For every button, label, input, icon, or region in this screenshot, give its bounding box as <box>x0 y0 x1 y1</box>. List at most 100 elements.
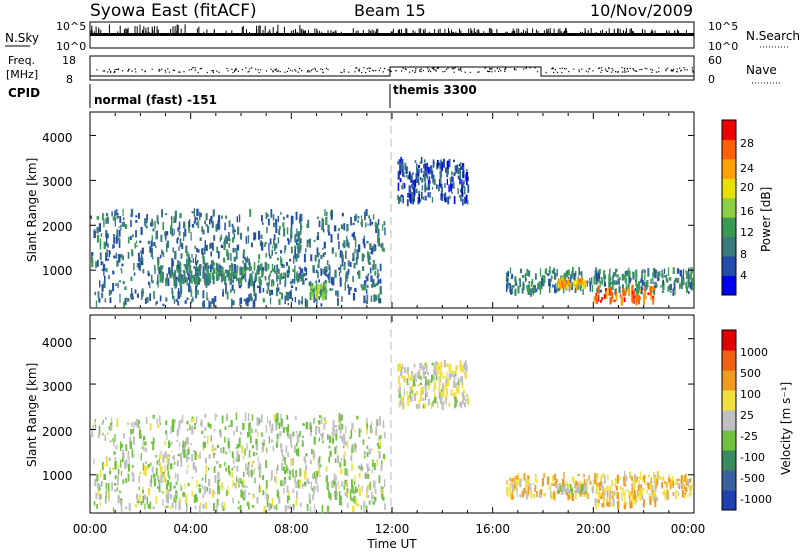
freq-dot <box>270 68 272 70</box>
data-cell <box>565 481 568 486</box>
data-cell <box>462 182 465 188</box>
data-cell <box>171 268 174 275</box>
data-cell <box>426 371 429 376</box>
data-cell <box>295 470 297 477</box>
data-cell <box>131 479 134 482</box>
data-cell <box>325 269 327 276</box>
data-cell <box>371 279 374 285</box>
data-cell <box>306 478 309 484</box>
data-cell <box>550 278 552 282</box>
data-cell <box>157 262 160 271</box>
data-cell <box>301 296 303 305</box>
data-cell <box>373 246 376 252</box>
data-cell <box>161 265 164 269</box>
data-cell <box>301 273 303 280</box>
data-cell <box>101 213 104 221</box>
data-cell <box>405 166 408 175</box>
data-cell <box>511 291 514 294</box>
data-cell <box>330 234 333 243</box>
data-cell <box>288 491 290 497</box>
freq-dot <box>233 70 236 72</box>
data-cell <box>371 284 374 288</box>
data-cell <box>176 269 179 273</box>
data-cell <box>355 256 358 265</box>
data-cell <box>97 490 100 496</box>
data-cell <box>418 164 420 168</box>
data-cell <box>191 490 193 497</box>
data-cell <box>442 387 445 396</box>
data-cell <box>294 475 296 484</box>
data-cell <box>115 252 118 259</box>
freq-dot <box>131 70 133 72</box>
data-cell <box>231 223 234 227</box>
data-cell <box>670 290 672 293</box>
freq-dot <box>427 70 429 72</box>
data-cell <box>108 250 111 258</box>
data-cell <box>416 403 418 409</box>
freq-dot <box>294 68 296 71</box>
data-cell <box>280 446 283 453</box>
data-cell <box>108 289 111 296</box>
freq-dot <box>173 69 176 72</box>
data-cell <box>378 298 382 304</box>
data-cell <box>180 268 182 273</box>
data-cell <box>338 484 340 490</box>
freq-dot <box>676 68 678 70</box>
freq-dot <box>563 68 566 70</box>
data-cell <box>258 276 261 283</box>
data-cell <box>281 293 284 300</box>
freq-dot <box>608 67 610 69</box>
freq-dot <box>251 67 253 69</box>
data-cell <box>365 505 368 514</box>
data-cell <box>344 441 347 446</box>
data-cell <box>320 433 322 437</box>
data-cell <box>171 218 173 227</box>
freq-dot <box>559 68 561 70</box>
data-cell <box>189 274 192 280</box>
data-cell <box>533 494 536 499</box>
data-cell <box>325 421 327 425</box>
data-cell <box>214 447 217 451</box>
data-cell <box>244 266 246 273</box>
data-cell <box>461 376 464 385</box>
data-cell <box>190 260 192 263</box>
data-cell <box>99 252 102 261</box>
data-cell <box>230 420 233 427</box>
data-cell <box>130 220 132 228</box>
data-cell <box>367 223 369 226</box>
data-cell <box>567 276 570 280</box>
data-cell <box>251 414 253 421</box>
data-cell <box>114 483 117 486</box>
data-cell <box>424 363 426 366</box>
data-cell <box>186 297 189 300</box>
data-cell <box>295 287 298 291</box>
data-cell <box>331 209 333 219</box>
freq-dot <box>414 71 416 74</box>
data-cell <box>609 288 611 295</box>
data-cell <box>159 422 161 426</box>
data-cell <box>135 418 139 427</box>
data-cell <box>448 373 451 380</box>
data-cell <box>379 288 382 295</box>
data-cell <box>558 486 561 490</box>
data-cell <box>652 267 656 277</box>
data-cell <box>244 412 247 422</box>
data-cell <box>144 441 147 446</box>
data-cell <box>179 268 181 271</box>
data-cell <box>300 213 303 222</box>
data-cell <box>305 453 308 457</box>
freq-dot <box>442 71 444 73</box>
data-cell <box>609 490 611 498</box>
data-cell <box>150 274 153 283</box>
data-cell <box>225 215 227 219</box>
freq-dot <box>484 67 486 69</box>
freq-label-line2: [MHz] <box>6 68 38 81</box>
data-cell <box>262 489 265 496</box>
freq-dot <box>665 70 667 72</box>
data-cell <box>235 482 238 486</box>
data-cell <box>167 454 170 458</box>
data-cell <box>528 284 531 294</box>
data-cell <box>426 391 428 398</box>
data-cell <box>424 383 427 390</box>
data-cell <box>580 484 583 493</box>
